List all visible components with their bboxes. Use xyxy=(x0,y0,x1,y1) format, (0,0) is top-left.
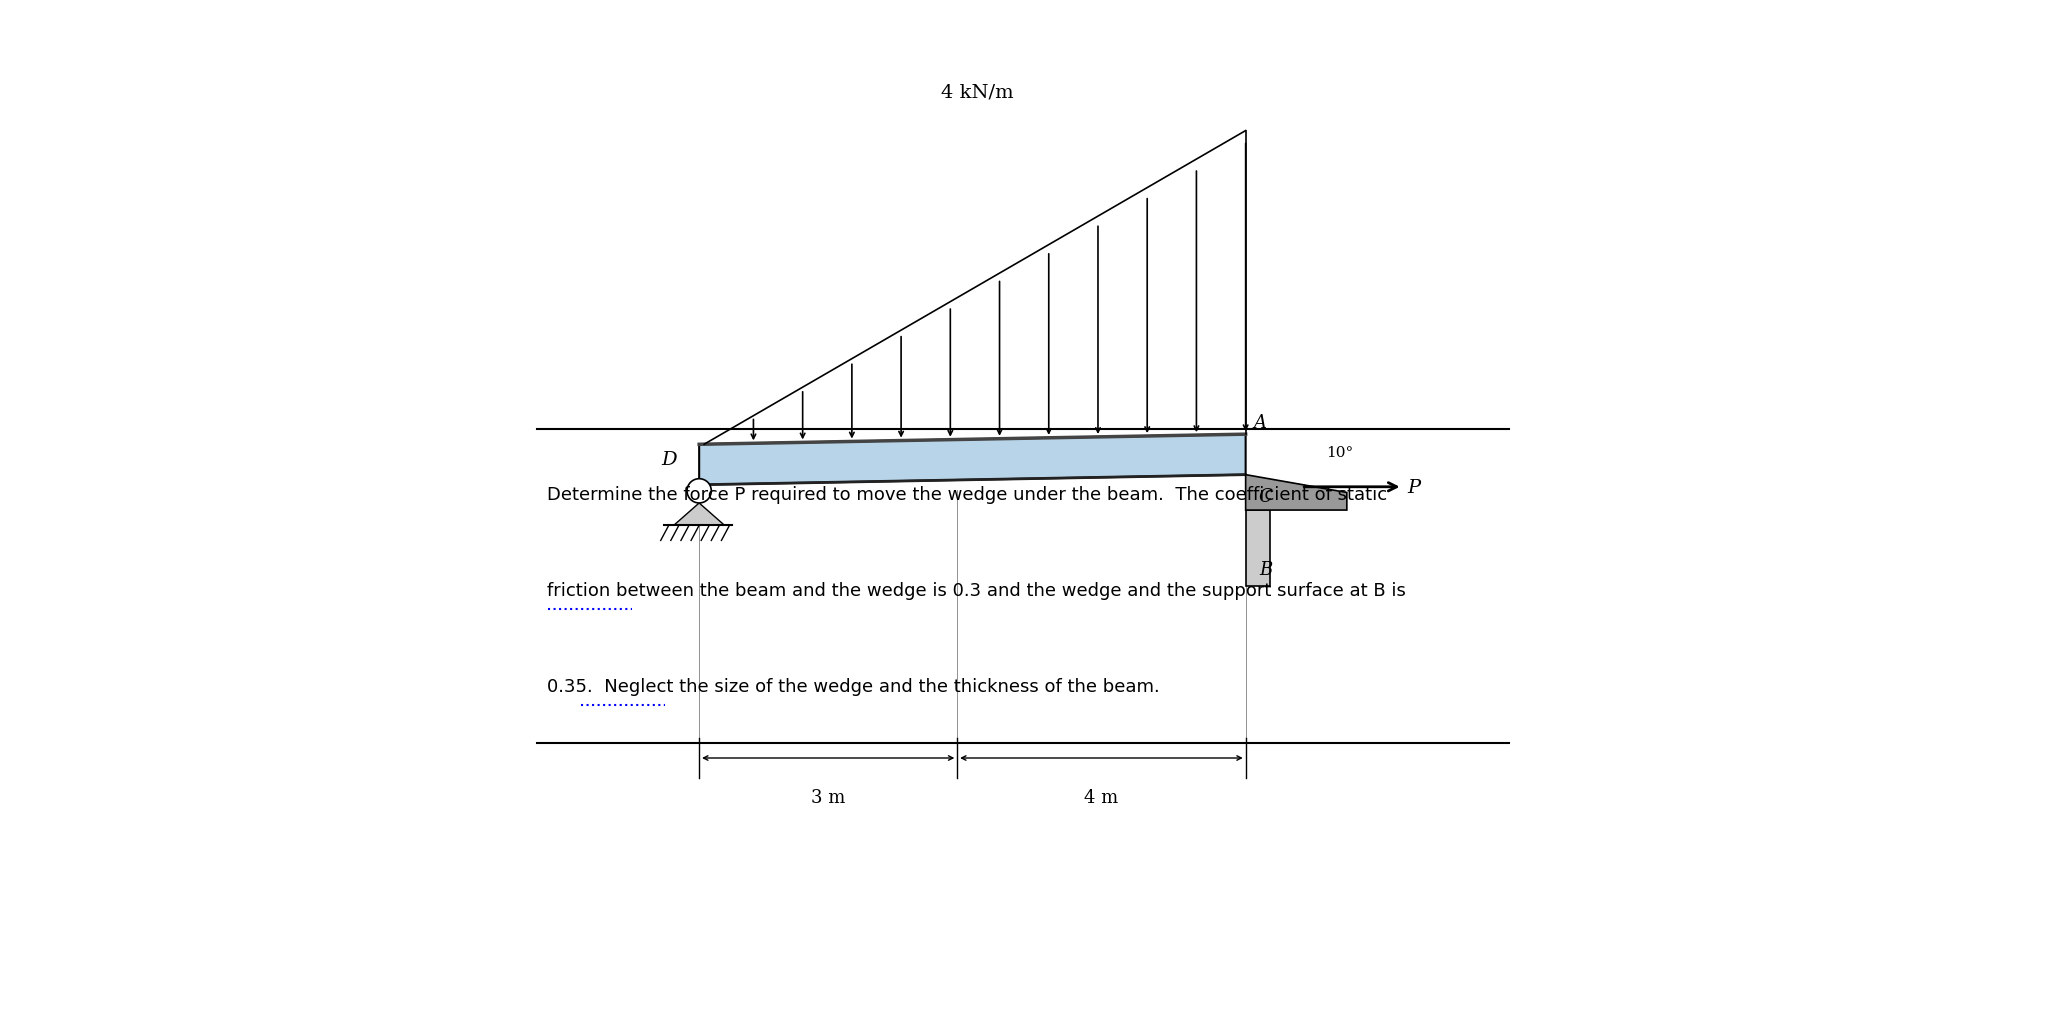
Text: B: B xyxy=(1258,560,1273,578)
Text: 3 m: 3 m xyxy=(810,789,845,807)
Text: 0.35.  Neglect the size of the wedge and the thickness of the beam.: 0.35. Neglect the size of the wedge and … xyxy=(548,677,1160,696)
Text: C: C xyxy=(1258,487,1273,506)
Text: A: A xyxy=(1254,413,1266,432)
Text: 10°: 10° xyxy=(1326,446,1354,460)
Bar xyxy=(1246,511,1271,586)
Polygon shape xyxy=(673,503,724,526)
Text: 4 kN/m: 4 kN/m xyxy=(941,83,1013,101)
Polygon shape xyxy=(1246,475,1346,511)
Text: friction between the beam and the wedge is 0.3 and the wedge and the support sur: friction between the beam and the wedge … xyxy=(548,581,1406,600)
Text: 4 m: 4 m xyxy=(1084,789,1119,807)
Text: Determine the force P required to move the wedge under the beam.  The coefficien: Determine the force P required to move t… xyxy=(548,485,1387,503)
Text: P: P xyxy=(1408,478,1420,496)
Text: D: D xyxy=(661,451,677,469)
Circle shape xyxy=(687,479,712,503)
Polygon shape xyxy=(700,435,1246,485)
